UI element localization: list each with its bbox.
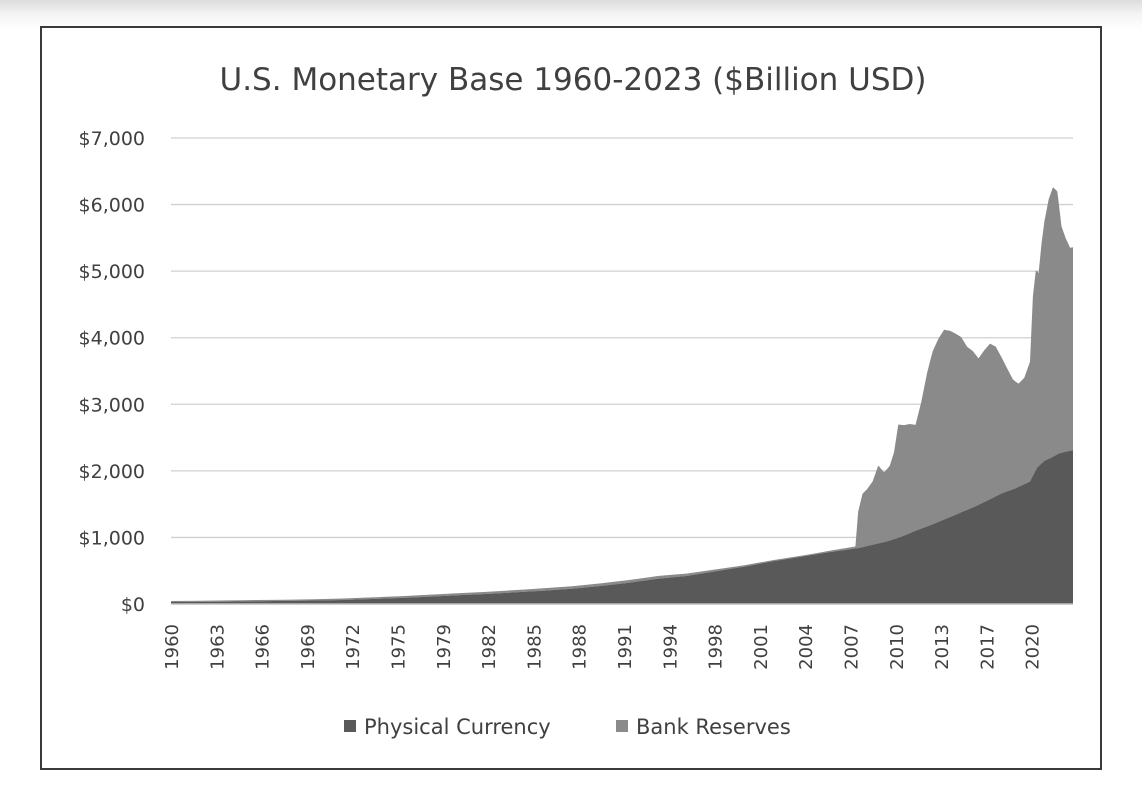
x-tick-label: 1988 (570, 624, 591, 670)
x-tick-label: 2007 (842, 624, 863, 670)
chart-svg: U.S. Monetary Base 1960-2023 ($Billion U… (79, 62, 1073, 739)
x-tick-label: 1994 (660, 624, 681, 670)
x-tick-label: 1991 (615, 624, 636, 670)
x-tick-label: 1972 (343, 624, 364, 670)
y-tick-label: $3,000 (79, 394, 145, 416)
y-tick-label: $4,000 (79, 328, 145, 350)
x-tick-label: 1985 (524, 624, 545, 670)
x-tick-label: 1975 (389, 624, 410, 670)
x-tick-label: 1969 (298, 624, 319, 670)
x-tick-label: 1979 (434, 624, 455, 670)
y-tick-label: $0 (121, 594, 145, 616)
x-axis-labels: 1960 1963 1966 1969 1972 1975 1979 1982 1985 1988… (162, 624, 1044, 670)
y-tick-label: $7,000 (79, 128, 145, 150)
x-tick-label: 2004 (796, 624, 817, 670)
legend-label-bank-reserves: Bank Reserves (636, 715, 791, 739)
x-tick-label: 1998 (706, 624, 727, 670)
x-tick-label: 1963 (207, 624, 228, 670)
x-tick-label: 2010 (887, 624, 908, 670)
y-tick-label: $6,000 (79, 195, 145, 217)
area-series-physical-currency (171, 450, 1073, 604)
legend-swatch-physical-currency (344, 720, 356, 732)
y-tick-label: $1,000 (79, 527, 145, 549)
legend-swatch-bank-reserves (616, 720, 628, 732)
y-tick-label: $5,000 (79, 261, 145, 283)
x-tick-label: 2001 (751, 624, 772, 670)
chart-frame: U.S. Monetary Base 1960-2023 ($Billion U… (40, 26, 1102, 770)
x-tick-label: 1966 (253, 624, 274, 670)
legend: Physical Currency Bank Reserves (344, 715, 791, 739)
gridlines (171, 137, 1073, 539)
legend-label-physical-currency: Physical Currency (364, 715, 551, 739)
plot-area (171, 187, 1073, 604)
x-tick-label: 1960 (162, 624, 183, 670)
x-tick-label: 2020 (1023, 624, 1044, 670)
x-tick-label: 2013 (932, 624, 953, 670)
y-tick-label: $2,000 (79, 461, 145, 483)
x-tick-label: 1982 (479, 624, 500, 670)
chart-title: U.S. Monetary Base 1960-2023 ($Billion U… (220, 62, 927, 98)
y-axis: $0 $1,000 $2,000 $3,000 $4,000 $5,000 $6,000 $7… (79, 128, 145, 616)
x-tick-label: 2017 (977, 624, 998, 670)
